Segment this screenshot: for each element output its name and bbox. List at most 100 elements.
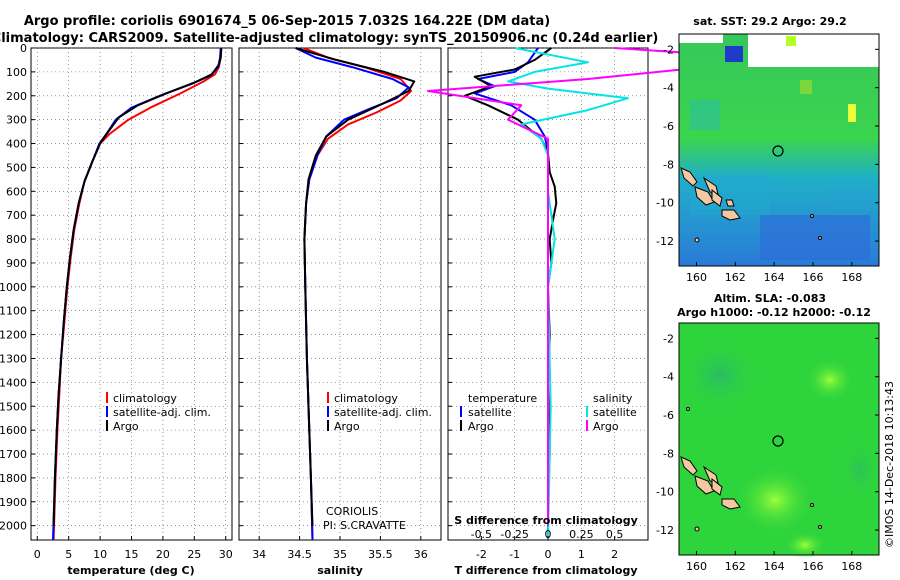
altim-low	[680, 340, 760, 410]
map-ytick-label: -12	[656, 524, 674, 537]
sst-patch	[800, 80, 812, 94]
map-xtick-label: 160	[686, 271, 707, 284]
ytick-label: 700	[6, 209, 27, 222]
ytick-label: 1700	[0, 448, 27, 461]
legend-heading-temperature: temperature	[468, 392, 537, 405]
map-xtick-label: 160	[686, 560, 707, 573]
ytick-label: 1400	[0, 376, 27, 389]
salinity-legend: climatology satellite-adj. clim. Argo	[327, 392, 432, 433]
altim-islands	[680, 407, 822, 532]
difference-xlabel: T difference from climatology	[454, 564, 637, 577]
title-line-2: Climatology: CARS2009. Satellite-adjuste…	[0, 31, 658, 46]
island	[810, 214, 814, 218]
xtick-label: 34.5	[287, 548, 312, 561]
sst-map-frame	[678, 33, 880, 267]
island	[711, 188, 723, 207]
altim-ticks: 160 162 164 166 168 -2 -4 -6 -8 -10 -12	[656, 332, 879, 573]
ytick-label: 300	[6, 114, 27, 127]
island	[694, 526, 700, 532]
sst-ticks: 160 162 164 166 168 -2 -4 -6 -8 -10 -12	[656, 43, 879, 284]
map-xtick-label: 166	[802, 560, 823, 573]
sst-patch	[760, 215, 870, 260]
xtick-label: -1	[509, 548, 520, 561]
temperature-axes	[30, 47, 233, 541]
map-xtick-label: 166	[802, 271, 823, 284]
grid-layer	[31, 47, 648, 540]
altim-high	[805, 358, 855, 402]
island	[721, 498, 741, 510]
xtick-label: 1	[578, 548, 585, 561]
sst-patch	[848, 104, 856, 122]
xtick-label: 15	[125, 548, 139, 561]
map-ytick-label: -4	[663, 371, 674, 384]
island	[711, 477, 723, 496]
sst-missing-top-left	[679, 34, 723, 43]
sst-missing-top-right	[748, 34, 879, 67]
title-line-1: Argo profile: coriolis 6901674_5 06-Sep-…	[24, 14, 550, 29]
map-xtick-label: 164	[764, 271, 785, 284]
island	[680, 167, 698, 187]
altim-map-title-2: Argo h1000: -0.12 h2000: -0.12	[677, 306, 871, 319]
xtick-secondary-label: -0.5	[471, 528, 492, 541]
ytick-label: 400	[6, 138, 27, 151]
series-line-argo	[295, 47, 416, 526]
institution-label: CORIOLIS	[326, 505, 378, 518]
xtick-label: 20	[156, 548, 170, 561]
pi-label: PI: S.CRAVATTE	[323, 519, 406, 532]
sst-map-title: sat. SST: 29.2 Argo: 29.2	[693, 15, 846, 28]
island	[694, 237, 700, 243]
legend-label-t-argo: Argo	[468, 420, 494, 433]
island	[721, 209, 741, 221]
map-xtick-label: 168	[841, 271, 862, 284]
xtick-label: 2	[611, 548, 618, 561]
map-ytick-label: -8	[663, 447, 674, 460]
map-ytick-label: -4	[663, 82, 674, 95]
island	[725, 199, 735, 207]
island	[818, 236, 822, 240]
xtick-label: 0	[34, 548, 41, 561]
island	[680, 456, 698, 476]
xtick-secondary-label: 0	[545, 528, 552, 541]
island	[810, 503, 814, 507]
island	[702, 176, 719, 195]
series-line-s-satellite	[507, 47, 629, 538]
legend-heading-salinity: salinity	[593, 392, 633, 405]
xtick-label: 25	[187, 548, 201, 561]
altim-high	[783, 531, 827, 559]
ytick-label: 1600	[0, 424, 27, 437]
map-xtick-label: 162	[725, 271, 746, 284]
altim-map-title-1: Altim. SLA: -0.083	[714, 292, 826, 305]
series-line-climatology	[52, 47, 223, 541]
legend-label-satellite-adj: satellite-adj. clim.	[113, 406, 211, 419]
sst-patch	[725, 46, 743, 62]
sst-patch	[830, 190, 870, 210]
ytick-label: 100	[6, 66, 27, 79]
xtick-label: 30	[219, 548, 233, 561]
temperature-legend: climatology satellite-adj. clim. Argo	[106, 392, 211, 433]
map-ytick-label: -6	[663, 409, 674, 422]
ytick-label: 1100	[0, 305, 27, 318]
xtick-secondary-label: 0.5	[606, 528, 624, 541]
ytick-label: 600	[6, 185, 27, 198]
series-line-climatology	[303, 47, 413, 541]
argo-position-marker	[772, 145, 784, 157]
island	[686, 407, 690, 411]
island	[694, 186, 715, 206]
legend-label-argo: Argo	[334, 420, 360, 433]
xtick-label: 36	[414, 548, 428, 561]
altim-map: 160 162 164 166 168 -2 -4 -6 -8 -10 -12	[656, 322, 880, 573]
map-ytick-label: -2	[663, 43, 674, 56]
imos-stamp: ©IMOS 14-Dec-2018 10:13:43	[883, 381, 896, 548]
map-ytick-label: -12	[656, 235, 674, 248]
legend-label-s-satellite: satellite	[593, 406, 637, 419]
ytick-label: 900	[6, 257, 27, 270]
series-layer	[52, 47, 763, 541]
difference-legend-salinity: salinity satellite Argo	[586, 392, 637, 433]
legend-label-satellite-adj: satellite-adj. clim.	[334, 406, 432, 419]
salinity-axes	[238, 47, 442, 541]
map-xtick-label: 164	[764, 560, 785, 573]
map-ytick-label: -2	[663, 332, 674, 345]
xtick-label: 5	[65, 548, 72, 561]
ytick-label: 800	[6, 233, 27, 246]
legend-label-t-satellite: satellite	[468, 406, 512, 419]
